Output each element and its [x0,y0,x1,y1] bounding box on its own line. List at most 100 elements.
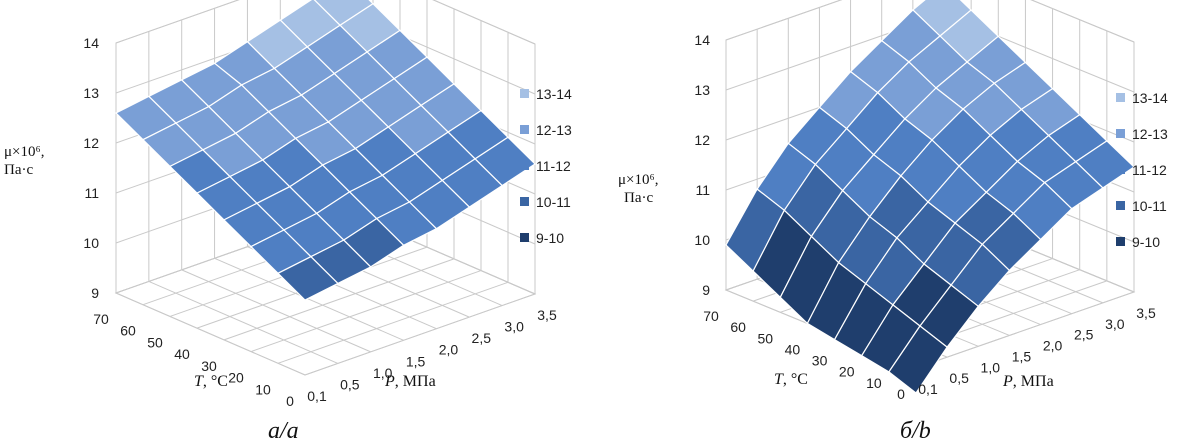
legend-swatch [1116,165,1125,174]
p-ticks: 0,1 0,5 1,0 1,5 2,0 2,5 3,0 3,5 [918,305,1156,397]
p-tick-label: 0,1 [918,381,938,397]
surface [725,0,1135,394]
surface-patch [277,256,339,301]
floor-gridline [223,258,455,341]
z-axis-label-line1: μ×10⁶, [618,172,658,188]
legend-swatch [520,197,529,206]
z-axis-label-line1: μ×10⁶, [4,144,44,160]
p-ticks: 0,1 0,5 1,0 1,5 2,0 2,5 3,0 3,5 [307,307,557,404]
chart-panel-b: 9 10 11 12 13 14 70 60 50 40 30 20 10 0 0,1 0,5 1,0 1,5… [598,0,1195,445]
z-axis-label-line2: Па·с [624,190,653,206]
p-tick-label: 3,0 [1105,316,1125,332]
legend-label: 13-14 [536,86,572,102]
floor-gridline [277,281,509,364]
z-axis-label-line2: Па·с [4,162,33,178]
floor-gridline [181,269,371,353]
t-tick-label: 50 [147,334,163,350]
p-tick-label: 0,5 [949,370,969,386]
t-ticks: 70 60 50 40 30 20 10 0 [703,308,905,402]
z-tick-label: 14 [83,35,99,51]
z-tick-label: 10 [694,232,710,248]
p-axis-label: P, МПа [1002,373,1054,390]
p-axis-label: P, МПа [384,373,436,390]
legend-swatch [1116,201,1125,210]
p-tick-label: 1,0 [981,359,1001,375]
legend-label: 9-10 [536,230,564,246]
z-tick-label: 13 [83,85,99,101]
floor-gridline [915,291,1135,369]
p-tick-label: 2,5 [1074,327,1094,343]
p-tick-label: 0,1 [307,388,327,404]
surface-patch [888,325,948,394]
legend-swatch [1116,237,1125,246]
z-tick-label: 13 [694,82,710,98]
floor-gridline [115,292,306,376]
t-tick-label: 60 [120,323,136,339]
z-ticks: 9 10 11 12 13 14 [694,32,710,298]
t-tick-label: 30 [201,358,217,374]
z-tick-label: 9 [702,282,710,298]
surface [115,0,536,301]
legend-label: 10-11 [536,194,571,210]
floor-gridline [304,293,536,376]
legend-swatch [520,161,529,170]
floor-gridline [250,270,482,353]
t-tick-label: 0 [286,393,294,409]
z-tick-label: 12 [694,132,710,148]
t-tick-label: 70 [93,311,109,327]
p-tick-label: 1,5 [406,353,426,369]
z-tick-label: 11 [695,182,710,198]
p-tick-label: 2,0 [439,342,459,358]
surface-chart-b: 9 10 11 12 13 14 70 60 50 40 30 20 10 0 0,1 0,5 1,0 1,5… [618,0,1168,444]
t-tick-label: 70 [703,308,719,324]
t-axis-label: T, °С [194,373,228,390]
t-ticks: 70 60 50 40 30 20 10 0 [93,311,294,409]
surface-chart-a: 9 10 11 12 13 14 70 60 50 40 30 20 10 0 0,1 0,5 1,0 1,5… [4,0,572,444]
z-tick-label: 14 [694,32,710,48]
legend-label: 13-14 [1132,90,1168,106]
caption-a: а/a [268,418,299,444]
legend: 13-14 12-13 11-12 10-11 9-10 [1116,90,1168,250]
t-tick-label: 10 [866,375,882,391]
legend-swatch [520,89,529,98]
p-tick-label: 2,5 [472,330,492,346]
z-tick-label: 10 [83,235,99,251]
legend-label: 10-11 [1132,198,1167,214]
legend-swatch [520,125,529,134]
t-axis-label: T, °С [774,371,808,388]
z-tick-label: 11 [84,185,99,201]
t-tick-label: 30 [812,353,828,369]
p-tick-label: 3,5 [1136,305,1156,321]
legend: 13-14 12-13 11-12 10-11 9-10 [520,86,572,246]
p-tick-label: 1,0 [373,365,393,381]
p-tick-label: 0,5 [340,376,360,392]
legend-label: 12-13 [1132,126,1168,142]
legend-swatch [1116,129,1125,138]
legend-label: 12-13 [536,122,572,138]
p-tick-label: 1,5 [1012,348,1032,364]
t-tick-label: 20 [228,370,244,386]
p-tick-label: 3,0 [504,319,524,335]
t-tick-label: 40 [785,341,801,357]
caption-b: б/b [900,418,931,444]
legend-label: 11-12 [1132,162,1167,178]
chart-panel-a: 9 10 11 12 13 14 70 60 50 40 30 20 10 0 0,1 0,5 1,0 1,5… [0,0,597,445]
z-tick-label: 9 [91,285,99,301]
p-tick-label: 3,5 [537,307,557,323]
t-tick-label: 60 [730,319,746,335]
legend-swatch [1116,93,1125,102]
legend-label: 9-10 [1132,234,1160,250]
legend-label: 11-12 [536,158,571,174]
p-tick-label: 2,0 [1043,338,1063,354]
legend-swatch [520,233,529,242]
z-tick-label: 12 [83,135,99,151]
z-ticks: 9 10 11 12 13 14 [83,35,99,301]
floor-gridline [214,257,404,341]
t-tick-label: 50 [757,330,773,346]
t-tick-label: 10 [255,381,271,397]
wall-gridline [725,0,1135,43]
wall-gridline [115,0,536,45]
t-tick-label: 40 [174,346,190,362]
t-tick-label: 0 [897,386,905,402]
t-tick-label: 20 [839,364,855,380]
